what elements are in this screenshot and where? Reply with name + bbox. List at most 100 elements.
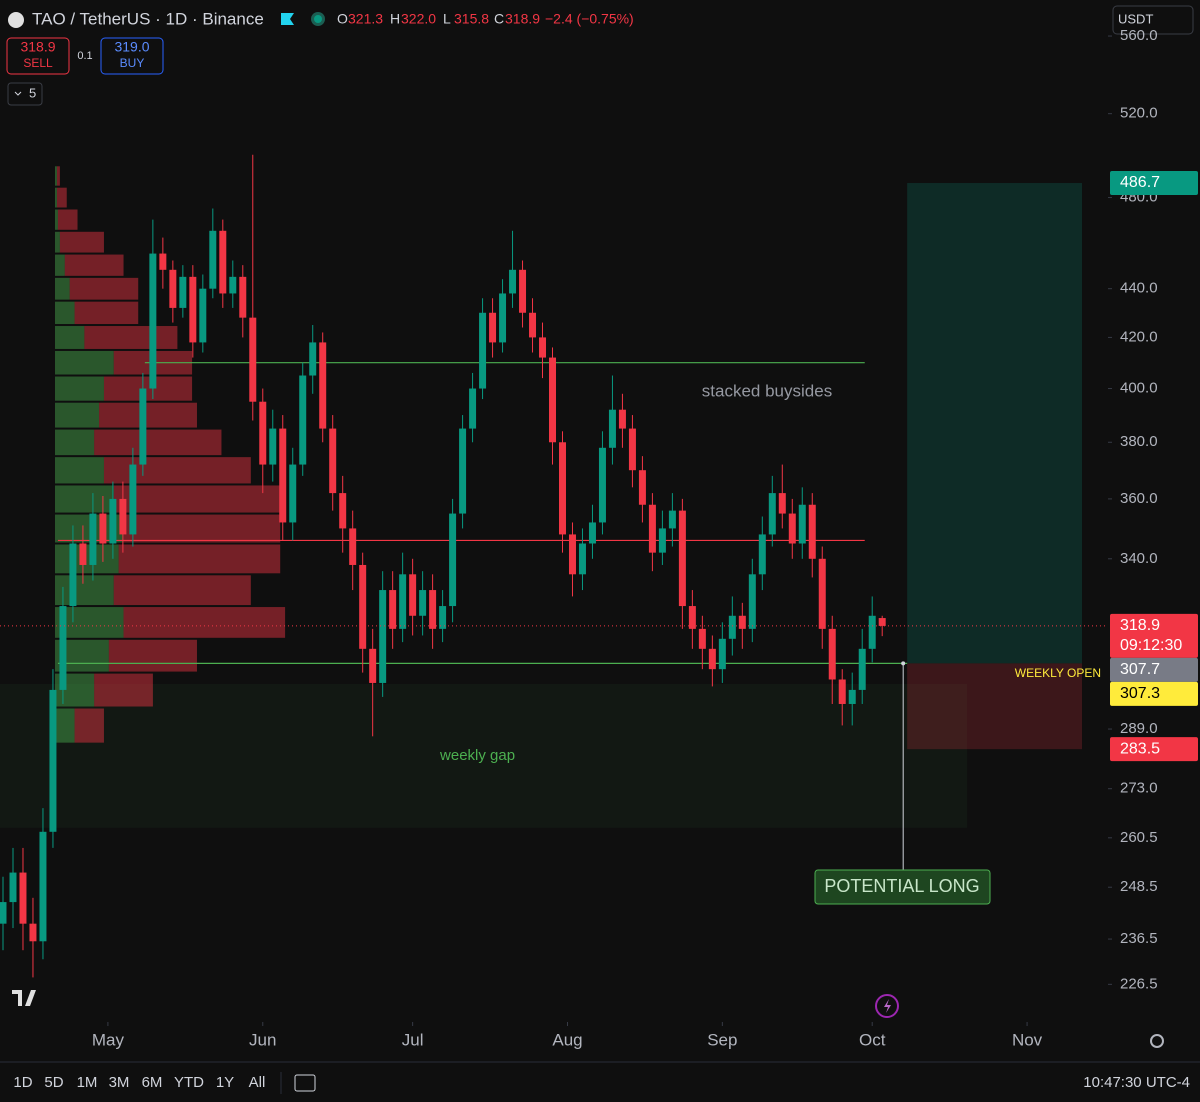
- candle-body: [329, 428, 337, 494]
- buy-button[interactable]: [100, 37, 164, 75]
- profile-sell: [56, 166, 60, 186]
- x-tick-label: Nov: [1012, 1030, 1043, 1049]
- profile-sell: [56, 187, 67, 208]
- candle-body: [489, 312, 497, 343]
- profile-buy: [55, 575, 114, 606]
- chevron: [14, 91, 22, 96]
- profile-sell: [74, 708, 104, 743]
- profile-sell: [94, 429, 222, 456]
- range-button[interactable]: 1D: [13, 1074, 32, 1091]
- position-stop: [907, 663, 1083, 750]
- alert-icon[interactable]: [875, 994, 899, 1018]
- symbol-icon: [8, 12, 24, 28]
- candle-body: [459, 428, 467, 514]
- clock: 10:47:30 UTC-4: [1083, 1074, 1190, 1091]
- y-tick-label: 236.5: [1120, 930, 1158, 947]
- range-buttons: 1D 5D 1M 3M 6M YTD 1Y All: [13, 1074, 265, 1091]
- buy-label: BUY: [120, 56, 145, 70]
- range-button[interactable]: 5D: [44, 1074, 63, 1091]
- profile-sell: [108, 639, 197, 672]
- buy-price: 319.0: [114, 39, 149, 55]
- position-target: [907, 183, 1083, 664]
- candle-body: [0, 902, 7, 924]
- range-button[interactable]: 3M: [109, 1074, 130, 1091]
- candle-body: [618, 409, 626, 429]
- candle-body: [848, 689, 856, 704]
- y-tick-label: 289.0: [1120, 720, 1158, 737]
- candle-body: [319, 342, 327, 429]
- candle-body: [598, 447, 606, 523]
- candle-body: [558, 442, 566, 535]
- range-button[interactable]: 6M: [142, 1074, 163, 1091]
- candle-body: [9, 872, 17, 903]
- x-tick-label: Oct: [859, 1030, 886, 1049]
- candle-body: [59, 606, 67, 690]
- symbol: TAO / TetherUS · 1D · Binance: [32, 9, 264, 28]
- candle-body: [678, 510, 686, 607]
- candle-body: [349, 528, 357, 565]
- indicators-count: 5: [29, 85, 36, 100]
- candle-body: [369, 648, 377, 683]
- price-label-box: [1110, 681, 1198, 706]
- range-button[interactable]: 1Y: [216, 1074, 234, 1091]
- candle-body: [39, 831, 47, 942]
- plot-area: weekly gap stacked buysides POTENTIAL LONG: [0, 154, 1108, 978]
- candle-body: [688, 606, 696, 629]
- candle-body: [379, 590, 387, 683]
- candle-body: [549, 357, 556, 443]
- zone: [0, 683, 968, 828]
- price-label-box: [1110, 171, 1198, 196]
- x-tick-label: Sep: [707, 1030, 737, 1049]
- candle-body: [149, 253, 157, 389]
- profile-sell: [59, 231, 104, 253]
- range-button[interactable]: YTD: [174, 1074, 204, 1091]
- price-label: 486.7: [1120, 174, 1160, 191]
- profile-sell: [113, 575, 251, 606]
- candle-body: [628, 428, 636, 471]
- ohlc-letter: L: [443, 11, 451, 27]
- profile-buy: [55, 350, 114, 375]
- ohlc-value: 318.9: [505, 11, 540, 27]
- candle-body: [858, 648, 866, 690]
- candle-body: [469, 388, 477, 429]
- date-range-icon[interactable]: [294, 1074, 316, 1092]
- candle-body: [509, 269, 517, 294]
- candle-body: [249, 317, 257, 402]
- candle-body: [399, 574, 407, 629]
- weekly-open-label: WEEKLY OPEN: [1015, 666, 1101, 680]
- y-tick-label: 360.0: [1120, 490, 1158, 507]
- ohlc-letter: C: [494, 11, 504, 27]
- profile-buy: [55, 708, 75, 743]
- profile-buy: [55, 457, 104, 484]
- price-label-box: [1110, 613, 1198, 658]
- settings-icon[interactable]: [1150, 1034, 1164, 1048]
- candle-body: [878, 618, 886, 626]
- ohlc-letter: O: [337, 11, 348, 27]
- profile-buy: [55, 402, 100, 428]
- candle-body: [568, 534, 576, 575]
- y-tick-label: 226.5: [1120, 975, 1158, 992]
- profile-buy: [55, 326, 85, 349]
- indicators-toggle[interactable]: [7, 82, 43, 106]
- flag-icon[interactable]: [281, 13, 294, 25]
- range-button[interactable]: All: [249, 1074, 266, 1091]
- candle-body: [658, 528, 666, 553]
- sell-button[interactable]: [6, 37, 70, 75]
- candle-body: [19, 872, 27, 924]
- currency-button[interactable]: [1112, 5, 1194, 35]
- profile-sell: [57, 209, 78, 230]
- candle-body: [159, 253, 167, 270]
- status-dot: [314, 15, 322, 23]
- spread: 0.1: [77, 50, 92, 62]
- candle-body: [788, 513, 796, 544]
- profile-buy: [55, 544, 119, 574]
- range-button[interactable]: 1M: [77, 1074, 98, 1091]
- candle-body: [169, 269, 177, 308]
- candle-body: [778, 493, 786, 514]
- y-tick-label: 560.0: [1120, 27, 1158, 44]
- y-tick-label: 380.0: [1120, 433, 1158, 450]
- candle-body: [608, 409, 616, 448]
- ohlc-value: 315.8: [454, 11, 489, 27]
- x-tick-label: Aug: [552, 1030, 582, 1049]
